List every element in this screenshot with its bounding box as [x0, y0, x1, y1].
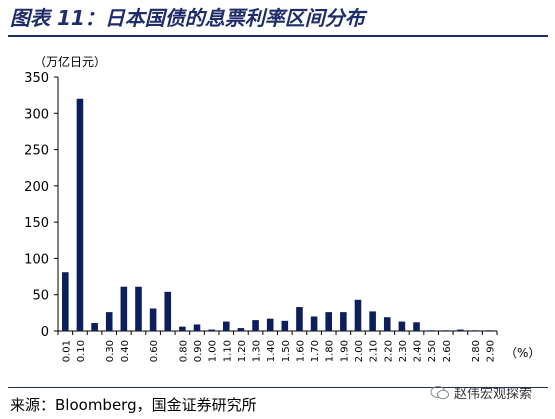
bar-2.20	[383, 317, 391, 331]
bar-0.60	[149, 308, 157, 331]
x-tick-label: 0.30	[105, 340, 116, 362]
y-tick-label: 0	[41, 325, 49, 340]
bar-1.10	[222, 321, 230, 331]
x-axis-label: （%）	[505, 346, 540, 360]
x-tick-label: 1.00	[208, 340, 219, 362]
bar-2.80	[471, 330, 479, 331]
x-tick-label: 1.90	[339, 340, 350, 362]
bar-1.50	[281, 320, 289, 331]
bar-1.20	[237, 328, 245, 331]
wechat-logo-icon	[430, 385, 449, 399]
bar-0.30	[105, 312, 113, 331]
y-tick-label: 50	[32, 289, 49, 304]
x-tick-label: 0.01	[61, 340, 72, 362]
y-axis-label: （万亿日元）	[34, 54, 106, 69]
x-tick-label: 1.20	[237, 340, 248, 362]
x-tick-label: 0.40	[120, 340, 131, 362]
y-tick-label: 100	[24, 252, 49, 267]
bar-0.20	[91, 323, 98, 331]
x-tick-label: 2.00	[354, 340, 365, 362]
bar-1.60	[296, 307, 303, 331]
bar-2.00	[354, 299, 362, 331]
x-tick-label: 1.30	[252, 340, 263, 362]
watermark-text: 赵伟宏观探索	[454, 387, 533, 402]
bar-0.40	[120, 286, 128, 331]
x-tick-label: 1.50	[281, 340, 292, 362]
y-tick-label: 250	[24, 144, 49, 159]
x-tick-label: 2.90	[486, 340, 497, 362]
bar-1.00	[208, 329, 215, 331]
y-tick-label: 200	[24, 180, 49, 195]
bar-1.90	[340, 312, 347, 331]
x-tick-label: 2.80	[471, 340, 482, 362]
bar-1.80	[325, 312, 333, 331]
bar-0.70	[164, 291, 172, 331]
x-tick-label: 1.40	[266, 340, 277, 362]
x-tick-label: 0.10	[76, 340, 87, 362]
x-tick-label: 2.30	[398, 340, 409, 362]
y-tick-label: 350	[24, 71, 49, 86]
x-axis: 0.01 0.10 0.30 0.40 0.60 0.80 0.90 1.00 1.10 1.20…	[57, 330, 498, 362]
x-tick-label: 1.10	[222, 340, 233, 362]
bar-2.60	[442, 330, 450, 331]
x-tick-label: 2.20	[383, 340, 394, 362]
x-tick-label: 2.50	[427, 340, 438, 362]
bar-1.70	[310, 316, 318, 331]
y-tick-label: 300	[24, 107, 49, 122]
x-tick-label: 1.70	[310, 340, 321, 362]
title-divider	[8, 35, 548, 37]
bar-0.50	[135, 286, 142, 331]
bar-2.90	[486, 330, 493, 331]
bar-2.10	[369, 311, 376, 331]
x-tick-label: 0.60	[149, 340, 160, 362]
bar-2.30	[398, 321, 406, 331]
bar-2.70	[457, 329, 464, 331]
bar-0.90	[193, 324, 201, 331]
bar-series	[62, 98, 493, 332]
bar-2.50	[427, 330, 435, 331]
x-tick-label: 2.60	[442, 340, 453, 362]
bar-1.30	[252, 320, 259, 331]
bar-0.80	[179, 326, 186, 331]
bar-2.40	[413, 322, 420, 331]
source-divider	[8, 387, 548, 388]
x-tick-label: 1.60	[295, 340, 306, 362]
y-axis: 0 50 100 150 200 250 300 350	[24, 71, 59, 340]
x-tick-label: 2.40	[413, 340, 424, 362]
watermark: 赵伟宏观探索	[430, 383, 532, 402]
x-tick-label: 1.80	[325, 340, 336, 362]
source-note: 来源：Bloomberg，国金证券研究所	[10, 396, 257, 414]
bar-0.10	[76, 98, 84, 332]
bar-0.01	[62, 272, 69, 331]
bar-1.40	[266, 318, 274, 331]
chart-title: 图表 11：日本国债的息票利率区间分布	[10, 6, 365, 30]
x-tick-label: 0.90	[193, 340, 204, 362]
x-tick-label: 0.80	[178, 340, 189, 362]
x-tick-label: 2.10	[369, 340, 380, 362]
y-tick-label: 150	[24, 216, 49, 231]
